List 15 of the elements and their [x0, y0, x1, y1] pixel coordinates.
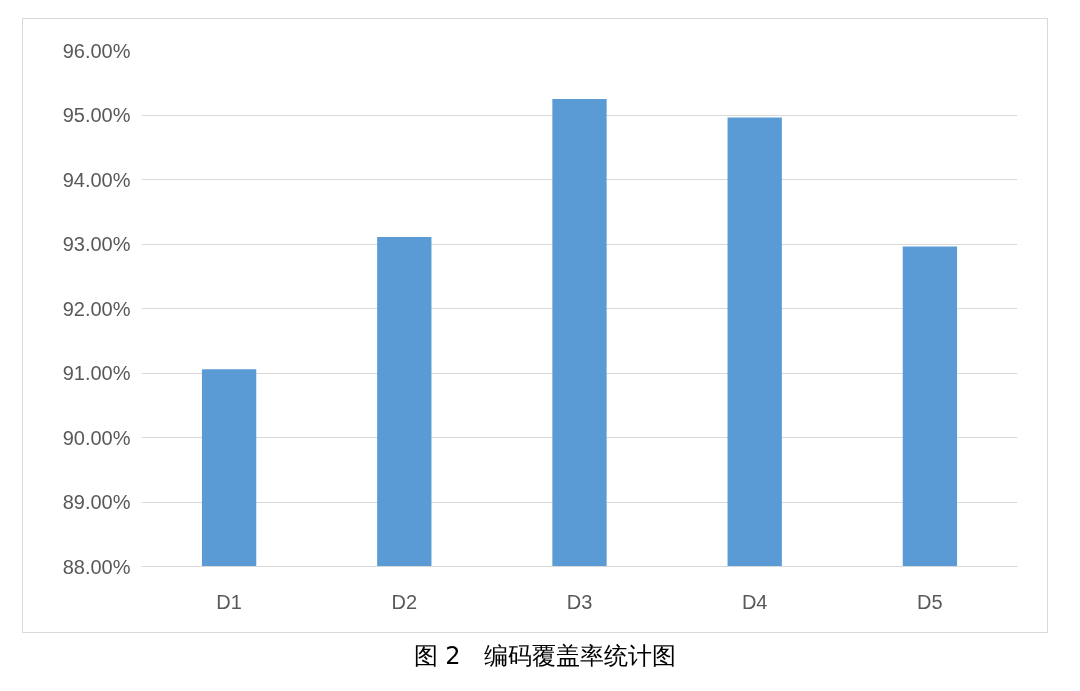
x-tick-label: D2: [391, 590, 418, 613]
y-tick-label: 93.00%: [62, 233, 131, 255]
y-tick-label: 94.00%: [62, 168, 131, 191]
y-tick-label: 89.00%: [62, 491, 131, 513]
y-tick-label: 92.00%: [62, 297, 131, 320]
x-tick-label: D4: [741, 590, 768, 613]
x-tick-label: D3: [566, 590, 593, 613]
x-tick-label: D5: [917, 590, 943, 613]
caption: 图 2 编码覆盖率统计图: [413, 641, 677, 672]
x-tick-label: D1: [216, 590, 242, 613]
y-tick-label: 96.00%: [62, 39, 131, 62]
y-tick-label: 88.00%: [62, 555, 131, 578]
y-tick-label: 95.00%: [62, 104, 131, 126]
y-tick-label: 90.00%: [62, 426, 131, 449]
y-tick-label: 91.00%: [62, 362, 131, 384]
